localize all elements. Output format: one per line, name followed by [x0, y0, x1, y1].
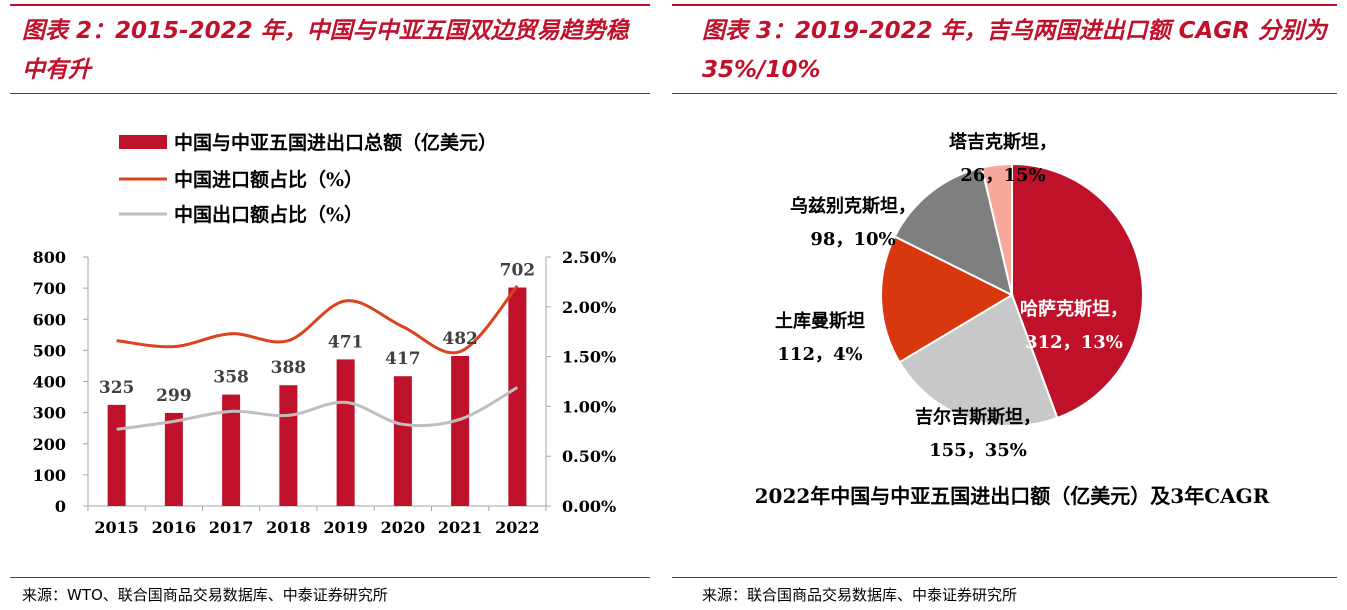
left-tick-label: 600	[33, 310, 66, 329]
bar-2017	[222, 394, 241, 506]
pie-slice-5	[980, 162, 1013, 296]
bar-2018	[279, 385, 298, 506]
left-tick-label: 100	[33, 466, 66, 485]
bar-value-label: 299	[156, 386, 192, 406]
right-tick-label: 0.00%	[562, 497, 616, 516]
bar-2022	[508, 287, 527, 506]
pie-slice-name: 塔吉克斯坦，	[949, 131, 1057, 153]
source-note: 来源：WTO、联合国商品交易数据库、中泰证券研究所	[22, 586, 388, 604]
pie-slice-value-label: 26，15%	[960, 165, 1045, 186]
bar-value-label: 358	[213, 368, 249, 388]
top-rule	[10, 4, 650, 6]
x-tick-label: 2017	[209, 518, 254, 537]
bar-2015	[107, 404, 126, 506]
pie-labels: 哈萨克斯坦， 312，13% 吉尔吉斯斯坦， 155，35% 土库曼斯坦 112，4% 乌兹…	[775, 131, 1128, 461]
pie-slice-1	[1011, 162, 1144, 420]
left-tick-label: 200	[33, 435, 66, 454]
left-tick-label: 500	[33, 341, 66, 360]
pie-slices	[880, 162, 1144, 427]
right-tick-label: 2.00%	[562, 298, 616, 317]
bar-value-label: 388	[271, 358, 307, 378]
bar-value-label: 702	[500, 261, 536, 281]
top-rule	[672, 4, 1337, 6]
left-tick-label: 700	[33, 279, 66, 298]
figure-title: 图表 3：2019-2022 年，吉乌两国进出口额 CAGR 分别为 35%/1…	[702, 18, 1327, 83]
left-tick-label: 400	[33, 373, 66, 392]
x-tick-label: 2022	[495, 518, 540, 537]
pie-caption: 2022年中国与中亚五国进出口额（亿美元）及3年CAGR	[755, 484, 1270, 508]
left-tick-label: 0	[55, 497, 66, 516]
bar-value-label: 482	[442, 329, 478, 349]
pie-slice-name: 乌兹别克斯坦，	[790, 195, 916, 217]
title-rule	[672, 93, 1337, 94]
x-tick-label: 2016	[152, 518, 197, 537]
bar-value-label: 325	[99, 378, 135, 398]
bar-value-label: 471	[328, 332, 364, 352]
source-rule	[672, 577, 1337, 578]
x-tick-label: 2018	[266, 518, 311, 537]
chart-legend: 中国与中亚五国进出口总额（亿美元） 中国进口额占比（%） 中国出口额占比（%）	[119, 131, 497, 226]
pie-slice-2	[898, 293, 1059, 427]
bar-2019	[336, 359, 355, 506]
left-tick-label: 800	[33, 248, 66, 267]
pie-slice-value-label: 155，35%	[929, 440, 1027, 461]
source-note: 来源：联合国商品交易数据库、中泰证券研究所	[702, 586, 1018, 604]
bar-value-label: 417	[385, 349, 421, 369]
x-tick-label: 2021	[438, 518, 483, 537]
chart-axes: 0 100 200 300 400 500 600 700 800 0.00% 0.50% 1.00%…	[33, 248, 617, 537]
line-series-1	[116, 284, 519, 355]
source-rule	[10, 577, 650, 578]
pie-slice-name: 土库曼斯坦	[775, 310, 865, 332]
right-tick-label: 2.50%	[562, 248, 616, 267]
pie-slice-4	[893, 166, 1014, 297]
pie-chart: 哈萨克斯坦， 312，13% 吉尔吉斯斯坦， 155，35% 土库曼斯坦 112，4% 乌兹…	[755, 131, 1270, 508]
legend-label-bars: 中国与中亚五国进出口总额（亿美元）	[174, 131, 497, 154]
right-tick-label: 1.50%	[562, 348, 616, 367]
title-rule	[10, 93, 650, 94]
x-tick-label: 2019	[323, 518, 368, 537]
legend-swatch-bars	[119, 135, 167, 149]
legend-label-line-1: 中国进口额占比（%）	[174, 168, 363, 191]
pie-slice-value-label: 312，13%	[1025, 332, 1123, 353]
left-tick-label: 300	[33, 404, 66, 423]
pie-slice-value-label: 112，4%	[777, 344, 862, 365]
bar-line-chart: 中国与中亚五国进出口总额（亿美元） 中国进口额占比（%） 中国出口额占比（%） 0 1…	[33, 131, 617, 537]
bar-series	[107, 287, 527, 506]
line-series	[116, 284, 519, 431]
x-tick-label: 2015	[94, 518, 139, 537]
pie-slice-name: 哈萨克斯坦，	[1020, 298, 1128, 320]
x-tick-label: 2020	[381, 518, 426, 537]
data-labels: 325 299 358 388 471 417 482 702	[99, 261, 535, 406]
right-tick-label: 0.50%	[562, 447, 616, 466]
bar-2021	[451, 355, 470, 506]
bar-2020	[393, 376, 412, 506]
left-figure-panel: 图表 2：2015-2022 年，中国与中亚五国双边贸易趋势稳中有升 中国与中亚…	[0, 0, 660, 610]
pie-slice-3	[880, 235, 1015, 364]
pie-slice-name: 吉尔吉斯斯坦，	[915, 406, 1041, 428]
pie-slice-value-label: 98，10%	[810, 229, 895, 250]
legend-label-line-2: 中国出口额占比（%）	[174, 203, 363, 226]
figure-title: 图表 2：2015-2022 年，中国与中亚五国双边贸易趋势稳中有升	[22, 18, 629, 83]
bar-2016	[164, 412, 183, 506]
line-series-2	[116, 386, 519, 431]
right-tick-label: 1.00%	[562, 397, 616, 416]
right-figure-panel: 图表 3：2019-2022 年，吉乌两国进出口额 CAGR 分别为 35%/1…	[672, 0, 1347, 610]
